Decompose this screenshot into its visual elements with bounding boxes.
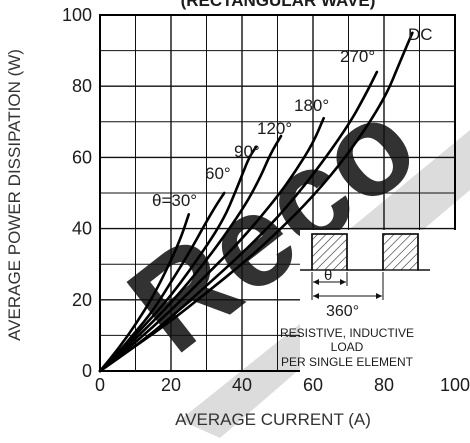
series-line-3 (98, 134, 283, 373)
inset-period-label: 360° (326, 303, 359, 320)
chart-title: (RECTANGULAR WAVE) (181, 0, 376, 10)
series-curves (98, 31, 414, 373)
y-tick-label-20: 20 (72, 290, 92, 310)
curve-labels: θ=30° 60° 90° 120° 180° 270° DC (152, 25, 433, 210)
curve-label-120: 120° (257, 119, 292, 138)
curve-label-30: θ=30° (152, 191, 197, 210)
inset-caption-line-1: RESISTIVE, INDUCTIVE (280, 326, 414, 340)
y-tick-label-100: 100 (62, 5, 92, 25)
pulse-1 (311, 233, 348, 271)
x-axis-label: AVERAGE CURRENT (A) (175, 410, 371, 429)
curve-label-dc: DC (408, 25, 433, 44)
series-line-6 (98, 31, 414, 373)
x-tick-label-20: 20 (161, 375, 181, 395)
series-line-4 (98, 116, 325, 373)
inset-caption-line-2: LOAD (331, 340, 364, 354)
y-tick-label-80: 80 (72, 76, 92, 96)
y-tick-label-40: 40 (72, 219, 92, 239)
inset-waveform: θ 360° RESISTIVE, INDUCTIVE LOAD PER SIN… (280, 230, 460, 378)
x-tick-label-60: 60 (303, 375, 323, 395)
plot-frame (99, 14, 456, 372)
y-tick-label-60: 60 (72, 147, 92, 167)
y-axis-label: AVERAGE POWER DISSIPATION (W) (5, 49, 24, 341)
series-line-2 (98, 145, 258, 373)
x-tick-label-100: 100 (440, 375, 470, 395)
curve-label-60: 60° (205, 164, 231, 183)
x-tick-label-40: 40 (232, 375, 252, 395)
x-tick-label-80: 80 (374, 375, 394, 395)
curve-label-90: 90° (234, 142, 260, 161)
inset-theta-label: θ (324, 267, 332, 284)
y-tick-label-0: 0 (82, 361, 92, 381)
x-tick-label-0: 0 (95, 375, 105, 395)
curve-label-270: 270° (340, 47, 375, 66)
curve-label-180: 180° (294, 96, 329, 115)
pulse-2 (382, 233, 419, 271)
tick-labels: 0 20 40 60 80 100 0 20 40 60 80 100 (62, 5, 470, 395)
inset-caption-line-3: PER SINGLE ELEMENT (281, 355, 414, 369)
